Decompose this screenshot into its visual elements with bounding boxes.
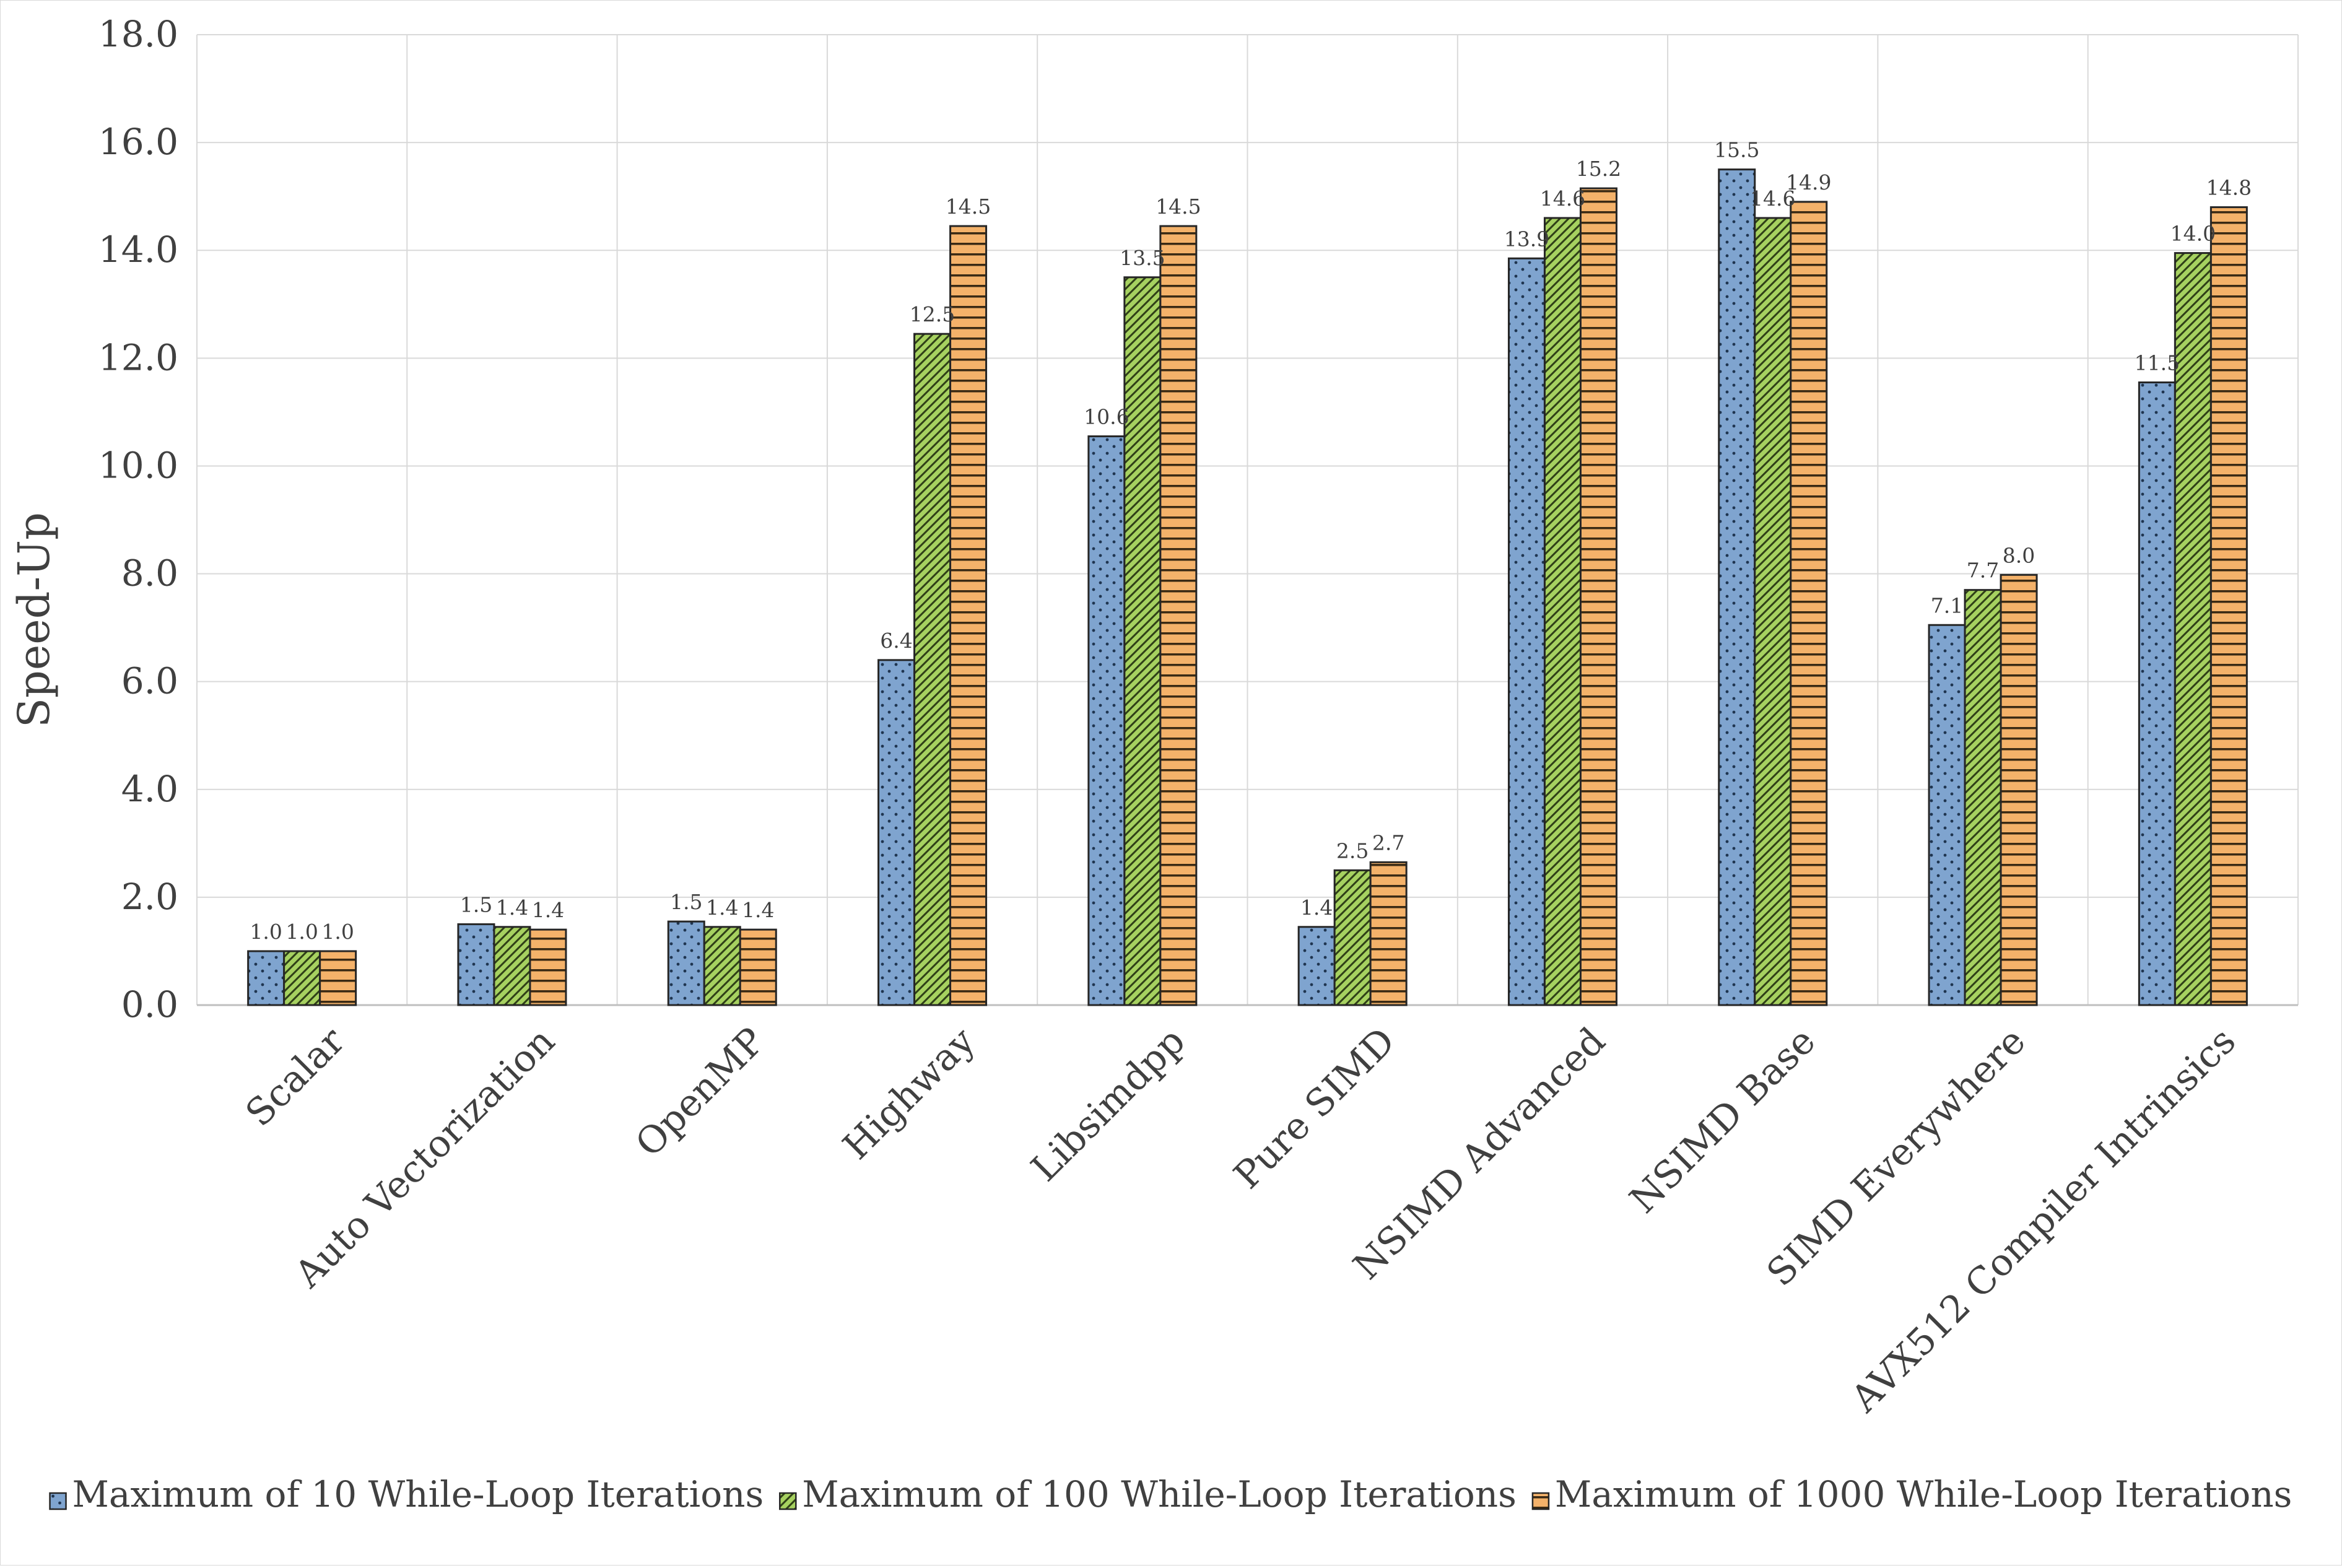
y-tick-label: 6.0 xyxy=(121,660,178,702)
category-label: Highway xyxy=(835,1019,983,1168)
data-label: 15.5 xyxy=(1714,138,1759,162)
legend-swatch xyxy=(779,1492,797,1510)
bar-series-3-3 xyxy=(949,225,988,1006)
data-label: 13.9 xyxy=(1504,227,1549,251)
bar-series-2-5 xyxy=(1333,869,1372,1006)
bar-series-1-9 xyxy=(2138,381,2176,1006)
data-label: 13.5 xyxy=(1120,246,1165,270)
data-label: 14.8 xyxy=(2206,176,2252,200)
bar-series-1-4 xyxy=(1087,435,1126,1006)
bars xyxy=(247,168,2248,1006)
data-label: 14.5 xyxy=(1156,194,1201,219)
data-label: 1.4 xyxy=(742,898,774,922)
bar-series-3-9 xyxy=(2209,206,2248,1006)
bar-series-3-8 xyxy=(2000,573,2038,1006)
bar-series-1-8 xyxy=(1928,624,1966,1006)
legend-item-1[interactable]: Maximum of 10 While-Loop Iterations xyxy=(49,1473,764,1515)
data-label: 1.0 xyxy=(321,920,354,944)
bar-series-2-7 xyxy=(1754,217,1792,1006)
data-label: 1.4 xyxy=(1300,895,1333,920)
bar-series-2-8 xyxy=(1964,589,2002,1006)
y-tick-label: 8.0 xyxy=(121,552,178,595)
bar-series-3-1 xyxy=(529,928,567,1006)
data-labels: 1.0 1.5 1.5 6.4 10.6 1.4 13.9 15.5 7.1 11.5 1.0 1.4… xyxy=(250,138,2252,944)
data-label: 10.6 xyxy=(1084,405,1129,429)
bar-series-1-3 xyxy=(877,659,916,1006)
bar-series-3-5 xyxy=(1369,861,1408,1006)
legend-label: Maximum of 100 While-Loop Iterations xyxy=(802,1473,1517,1515)
bar-series-2-3 xyxy=(913,333,952,1006)
data-label: 14.6 xyxy=(1540,186,1585,211)
data-label: 7.1 xyxy=(1931,593,1963,617)
y-tick-label: 18.0 xyxy=(98,13,178,55)
data-label: 2.7 xyxy=(1372,830,1404,855)
data-label: 6.4 xyxy=(880,629,912,653)
data-label: 1.0 xyxy=(285,920,318,944)
category-label: Pure SIMD xyxy=(1225,1019,1404,1198)
legend-swatch xyxy=(49,1492,67,1510)
bar-series-1-6 xyxy=(1507,257,1546,1006)
legend-label: Maximum of 1000 While-Loop Iterations xyxy=(1555,1473,2292,1515)
y-tick-label: 10.0 xyxy=(98,444,178,486)
data-label: 1.4 xyxy=(706,895,738,920)
category-label: AVX512 Compiler Intrinsics xyxy=(1842,1019,2244,1421)
bar-series-3-0 xyxy=(319,950,357,1006)
y-tick-label: 0.0 xyxy=(121,983,178,1026)
y-tick-label: 12.0 xyxy=(98,336,178,378)
data-label: 14.0 xyxy=(2170,222,2216,246)
bar-series-1-7 xyxy=(1718,168,1756,1006)
data-label: 2.5 xyxy=(1336,838,1369,863)
data-label: 1.0 xyxy=(250,920,282,944)
bar-series-2-2 xyxy=(703,926,741,1006)
y-axis-title: Speed-Up xyxy=(9,512,59,728)
data-label: 11.5 xyxy=(2135,351,2180,375)
gridlines xyxy=(196,34,2299,1006)
y-tick-label: 2.0 xyxy=(121,876,178,918)
bar-series-2-6 xyxy=(1543,217,1582,1006)
category-label: OpenMP xyxy=(627,1019,773,1165)
data-label: 12.5 xyxy=(910,302,955,326)
legend-item-3[interactable]: Maximum of 1000 While-Loop Iterations xyxy=(1531,1473,2292,1515)
bar-series-3-7 xyxy=(1790,201,1828,1006)
bar-series-3-6 xyxy=(1579,187,1617,1006)
data-label: 15.2 xyxy=(1576,157,1621,181)
data-label: 14.9 xyxy=(1786,170,1831,194)
category-label: Scalar xyxy=(237,1019,353,1135)
y-tick-label: 4.0 xyxy=(121,768,178,810)
data-label: 7.7 xyxy=(1967,559,1999,583)
legend-swatch xyxy=(1531,1492,1550,1510)
bar-series-1-5 xyxy=(1297,926,1336,1006)
y-tick-label: 14.0 xyxy=(98,229,178,271)
data-label: 1.5 xyxy=(670,890,702,914)
category-label: Libsimdpp xyxy=(1023,1019,1193,1190)
legend-item-2[interactable]: Maximum of 100 While-Loop Iterations xyxy=(779,1473,1517,1515)
legend[interactable]: Maximum of 10 While-Loop Iterations Maxim… xyxy=(49,1473,2292,1515)
data-label: 1.4 xyxy=(532,898,564,922)
bar-series-1-2 xyxy=(667,920,705,1006)
bar-series-1-1 xyxy=(457,923,495,1006)
data-label: 1.5 xyxy=(460,892,492,917)
bar-series-2-1 xyxy=(493,926,531,1006)
axes: 0.0 2.0 4.0 6.0 8.0 10.0 12.0 14.0 16.0 18.0 xyxy=(98,13,2298,1026)
bar-series-2-4 xyxy=(1123,276,1162,1006)
bar-series-2-9 xyxy=(2174,252,2212,1006)
category-label: NSIMD Base xyxy=(1622,1019,1824,1222)
data-label: 8.0 xyxy=(2003,543,2035,567)
bar-series-3-2 xyxy=(739,928,777,1006)
data-label: 14.5 xyxy=(946,194,991,219)
legend-label: Maximum of 10 While-Loop Iterations xyxy=(72,1473,764,1515)
data-label: 1.4 xyxy=(496,895,528,920)
bar-series-2-0 xyxy=(283,950,321,1006)
data-label: 14.6 xyxy=(1750,186,1795,211)
bar-series-1-0 xyxy=(247,950,285,1006)
bar-series-3-4 xyxy=(1159,225,1198,1006)
y-tick-label: 16.0 xyxy=(98,121,178,163)
